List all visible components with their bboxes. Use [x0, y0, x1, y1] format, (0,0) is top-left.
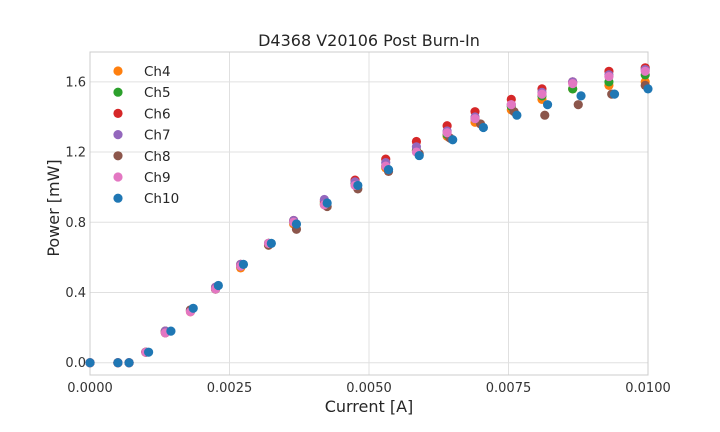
legend-label: Ch10	[144, 191, 179, 207]
x-tick-label: 0.0000	[67, 381, 113, 396]
point-ch10	[266, 238, 276, 248]
series-ch10	[85, 84, 653, 368]
legend-item-ch6: Ch6	[113, 106, 171, 122]
point-ch8	[540, 110, 550, 120]
legend-marker	[113, 151, 123, 161]
legend-item-ch8: Ch8	[113, 149, 171, 165]
point-ch10	[85, 358, 95, 368]
legend-item-ch7: Ch7	[113, 128, 171, 144]
chart-title: D4368 V20106 Post Burn-In	[258, 31, 480, 50]
point-ch10	[166, 326, 176, 336]
point-ch8	[573, 100, 583, 110]
legend-item-ch4: Ch4	[113, 64, 171, 80]
point-ch10	[124, 358, 134, 368]
point-ch10	[542, 100, 553, 110]
point-ch10	[448, 135, 458, 145]
x-tick-label: 0.0050	[346, 381, 392, 396]
point-ch10	[322, 198, 332, 208]
point-ch10	[291, 219, 302, 229]
point-ch9	[442, 128, 452, 138]
legend-label: Ch4	[144, 64, 171, 80]
x-axis-title: Current [A]	[325, 397, 414, 416]
x-tick-label: 0.0100	[625, 381, 671, 396]
point-ch10	[609, 89, 620, 99]
data-points	[85, 63, 653, 368]
legend-marker	[113, 87, 123, 97]
point-ch10	[478, 122, 488, 133]
y-tick-label: 0.4	[65, 286, 86, 301]
point-ch10	[143, 347, 154, 357]
y-tick-labels: 0.0 0.4 0.8 1.2 1.6	[65, 75, 86, 371]
point-ch9	[537, 89, 547, 99]
point-ch10	[576, 91, 586, 101]
point-ch9	[506, 100, 516, 110]
x-tick-labels: 0.0000 0.0025 0.0050 0.0075 0.0100	[67, 381, 671, 396]
legend-label: Ch5	[144, 85, 171, 101]
y-axis-title: Power [mW]	[44, 159, 63, 256]
legend-label: Ch8	[144, 149, 171, 165]
legend-marker	[113, 193, 123, 203]
point-ch10	[414, 150, 424, 161]
x-tick-label: 0.0075	[486, 381, 532, 396]
y-tick-label: 1.6	[65, 75, 86, 90]
legend-label: Ch6	[144, 106, 171, 122]
legend-marker	[113, 66, 123, 76]
legend-label: Ch7	[144, 128, 171, 144]
y-tick-label: 0.8	[65, 216, 86, 231]
point-ch9	[604, 71, 614, 82]
point-ch10	[213, 280, 223, 291]
point-ch10	[188, 303, 198, 313]
point-ch10	[512, 110, 522, 120]
legend-marker	[113, 108, 123, 118]
y-tick-label: 1.2	[65, 146, 86, 161]
point-ch10	[383, 165, 394, 175]
x-tick-label: 0.0025	[207, 381, 253, 396]
point-ch10	[238, 259, 249, 270]
legend-marker	[113, 172, 123, 182]
legend-item-ch10: Ch10	[113, 191, 179, 207]
legend-item-ch9: Ch9	[113, 170, 171, 186]
legend: Ch4 Ch5 Ch6 Ch7 Ch8 Ch9 Ch10	[113, 64, 179, 207]
point-ch10	[643, 84, 653, 94]
point-ch9	[470, 114, 480, 124]
point-ch9	[640, 66, 650, 76]
legend-label: Ch9	[144, 170, 171, 186]
y-tick-label: 0.0	[65, 356, 86, 371]
plot-frame	[89, 51, 649, 376]
legend-marker	[113, 130, 123, 140]
point-ch10	[113, 358, 123, 368]
legend-item-ch5: Ch5	[113, 85, 171, 101]
point-ch10	[353, 180, 363, 191]
point-ch9	[568, 78, 578, 89]
